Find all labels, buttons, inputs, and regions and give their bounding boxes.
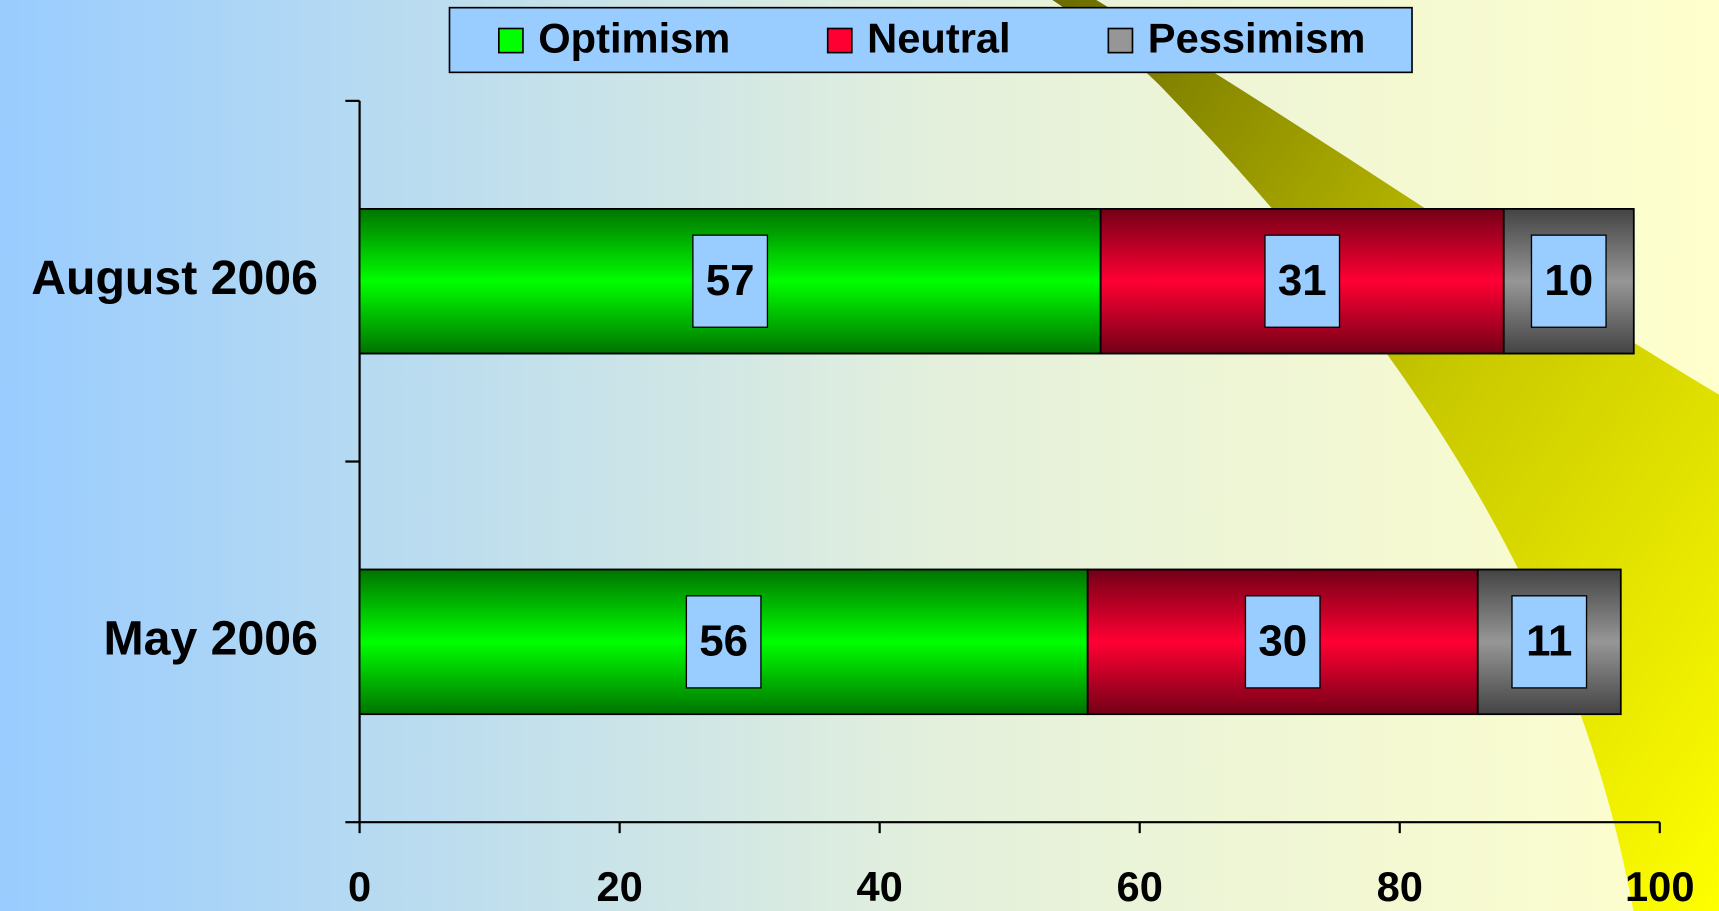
data-label-box [685, 595, 762, 689]
data-label: 31 [1278, 256, 1327, 305]
y-tick-label: May 2006 [103, 612, 317, 666]
legend-label: Pessimism [1148, 15, 1366, 62]
data-label-box [1530, 234, 1607, 328]
data-label: 11 [1526, 617, 1572, 666]
decor-swoosh [1052, 0, 1719, 911]
x-tick-label: 20 [596, 863, 642, 910]
legend-swatch [826, 27, 853, 54]
data-label-box [1511, 595, 1588, 689]
legend-label: Neutral [867, 15, 1010, 62]
legend-box [448, 6, 1413, 74]
y-tick-label: August 2006 [31, 251, 318, 305]
legend-swatch [1107, 27, 1134, 54]
bar-outline [1502, 208, 1635, 355]
x-tick-label: 100 [1625, 863, 1694, 910]
x-tick-label: 60 [1117, 863, 1163, 910]
data-label: 30 [1258, 617, 1307, 666]
data-label: 10 [1544, 256, 1593, 305]
data-label-box [692, 234, 769, 328]
data-label-box [1264, 234, 1341, 328]
data-label-box [1244, 595, 1321, 689]
x-tick-label: 0 [348, 863, 371, 910]
legend-swatch [498, 27, 524, 54]
data-label: 56 [699, 617, 748, 666]
x-tick-label: 40 [857, 863, 903, 910]
legend-label: Optimism [538, 15, 730, 62]
data-label: 57 [706, 256, 755, 305]
x-tick-label: 80 [1377, 863, 1423, 910]
bar-outline [1476, 568, 1622, 716]
